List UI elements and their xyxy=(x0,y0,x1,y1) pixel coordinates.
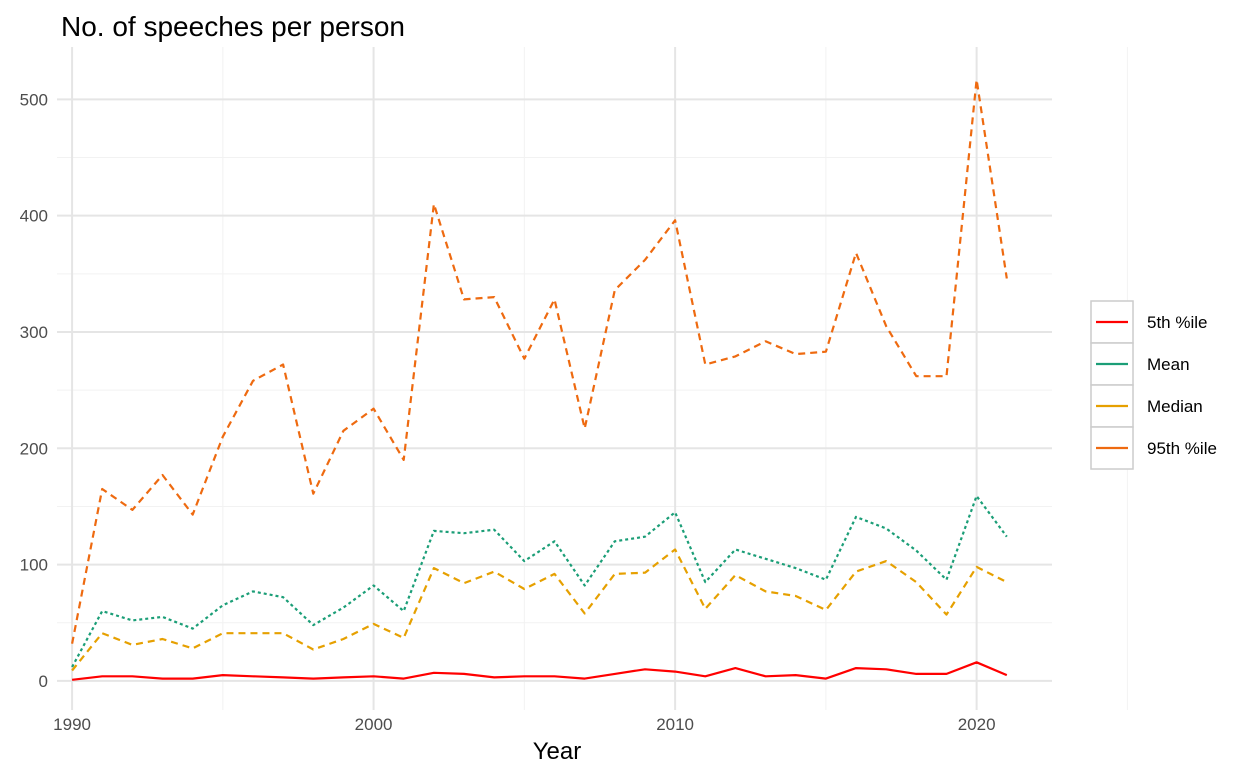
legend-label: Mean xyxy=(1147,355,1190,374)
grid xyxy=(57,47,1128,710)
y-tick-label: 300 xyxy=(20,323,48,342)
y-tick-label: 0 xyxy=(39,672,48,691)
legend-label: Median xyxy=(1147,397,1203,416)
series-line-2 xyxy=(71,548,1008,672)
series-line-0 xyxy=(71,661,1008,681)
series-line-1 xyxy=(71,494,1008,668)
y-tick-label: 100 xyxy=(20,556,48,575)
legend: 5th %ile Mean Median 95th %ile xyxy=(1090,300,1217,470)
x-tick-label: 2020 xyxy=(958,715,996,734)
x-axis-title: Year xyxy=(533,738,582,765)
y-tick-label: 200 xyxy=(20,439,48,458)
legend-label: 5th %ile xyxy=(1147,313,1207,332)
x-tick-label: 1990 xyxy=(53,715,91,734)
series-line-3 xyxy=(71,78,1008,644)
tick-labels: 0 100 200 300 400 500 1990 2000 2010 2020 xyxy=(20,90,996,734)
y-tick-label: 500 xyxy=(20,90,48,109)
x-tick-label: 2010 xyxy=(656,715,694,734)
series-layer xyxy=(71,78,1008,681)
x-tick-label: 2000 xyxy=(355,715,393,734)
legend-label: 95th %ile xyxy=(1147,439,1217,458)
chart-title: No. of speeches per person xyxy=(61,11,405,42)
y-tick-label: 400 xyxy=(20,207,48,226)
